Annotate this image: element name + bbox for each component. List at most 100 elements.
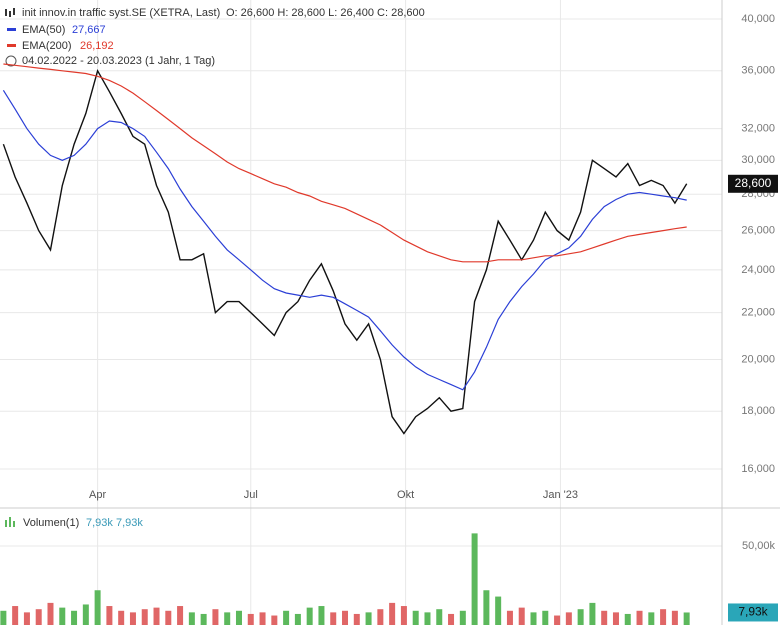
volume-bar bbox=[506, 610, 513, 625]
volume-bar bbox=[424, 612, 431, 625]
volume-bar bbox=[47, 602, 54, 625]
volume-bar bbox=[188, 612, 195, 625]
volume-bar bbox=[177, 606, 184, 625]
legend-value: 27,667 bbox=[72, 24, 106, 36]
volume-bar bbox=[353, 613, 360, 625]
volume-bar bbox=[71, 610, 78, 625]
legend-swatch bbox=[7, 28, 16, 31]
x-tick-label: Okt bbox=[397, 489, 414, 501]
volume-bar bbox=[495, 596, 502, 625]
volume-tag bbox=[728, 603, 778, 622]
volume-bar bbox=[23, 612, 30, 625]
volume-bar bbox=[106, 606, 113, 625]
volume-bar bbox=[577, 609, 584, 625]
x-tick-label: Apr bbox=[89, 489, 106, 501]
volume-bar bbox=[554, 615, 561, 625]
y-tick-label: 36,000 bbox=[741, 65, 775, 77]
volume-bar bbox=[448, 613, 455, 625]
legend-label: EMA(50) bbox=[22, 24, 65, 36]
icon bbox=[5, 9, 7, 16]
clock-icon bbox=[5, 55, 17, 67]
volume-bar bbox=[259, 612, 266, 625]
volume-bar bbox=[212, 609, 219, 625]
volume-bar bbox=[141, 609, 148, 625]
volume-bar bbox=[565, 612, 572, 625]
volume-bar bbox=[624, 613, 631, 625]
volume-bar bbox=[365, 612, 372, 625]
volume-bar bbox=[612, 612, 619, 625]
x-tick-label: Jul bbox=[244, 489, 258, 501]
volume-bar bbox=[224, 612, 231, 625]
x-tick-label: Jan '23 bbox=[543, 489, 578, 501]
y-tick-label: 40,000 bbox=[741, 13, 775, 25]
volume-bar bbox=[12, 606, 19, 625]
volume-bar bbox=[82, 604, 89, 625]
volume-bar bbox=[318, 606, 325, 625]
legend-value: 26,192 bbox=[80, 40, 114, 52]
volume-title: Volumen(1) bbox=[23, 517, 79, 529]
volume-bar bbox=[271, 615, 278, 625]
volume-bar bbox=[589, 602, 596, 625]
volume-bar bbox=[518, 607, 525, 625]
volume-bar bbox=[648, 612, 655, 625]
volume-bar bbox=[671, 610, 678, 625]
volume-bar bbox=[235, 610, 242, 625]
y-tick-label: 30,000 bbox=[741, 154, 775, 166]
y-tick-label: 26,000 bbox=[741, 225, 775, 237]
volume-bar bbox=[683, 612, 690, 625]
volume-bar bbox=[118, 610, 125, 625]
volume-bar bbox=[294, 613, 301, 625]
volume-tag-label: 7,93k bbox=[738, 605, 768, 619]
volume-bar bbox=[35, 609, 42, 625]
volume-bar bbox=[94, 590, 101, 625]
y-tick-label: 18,000 bbox=[741, 405, 775, 417]
volume-bar bbox=[306, 607, 313, 625]
y-tick-label: 20,000 bbox=[741, 353, 775, 365]
volume-bar bbox=[436, 609, 443, 625]
date-range: 04.02.2022 - 20.03.2023 (1 Jahr, 1 Tag) bbox=[22, 55, 215, 67]
icon bbox=[9, 11, 11, 17]
volume-bar bbox=[165, 610, 172, 625]
legend-label: EMA(200) bbox=[22, 40, 72, 52]
volume-bar bbox=[400, 606, 407, 625]
y-tick-label: 50,00k bbox=[742, 540, 776, 552]
price-line bbox=[3, 63, 687, 263]
y-tick-label: 16,000 bbox=[741, 463, 775, 475]
volume-bar bbox=[200, 613, 207, 625]
volume-bar bbox=[389, 602, 396, 625]
volume-values: 7,93k 7,93k bbox=[86, 517, 143, 529]
icon bbox=[9, 517, 11, 527]
volume-bar bbox=[601, 610, 608, 625]
volume-bar bbox=[471, 533, 478, 625]
price-tag bbox=[728, 174, 778, 193]
price-line bbox=[2, 68, 688, 435]
title: init innov.in traffic syst.SE (XETRA, La… bbox=[22, 7, 220, 19]
ohlc: O: 26,600 H: 28,600 L: 26,400 C: 28,600 bbox=[226, 7, 425, 19]
volume-bar bbox=[247, 613, 254, 625]
volume-bar bbox=[342, 610, 349, 625]
volume-bar bbox=[377, 609, 384, 625]
volume-bar bbox=[412, 610, 419, 625]
volume-bar bbox=[483, 590, 490, 625]
price-line bbox=[2, 89, 687, 391]
volume-bar bbox=[660, 609, 667, 625]
volume-bar bbox=[542, 610, 549, 625]
icon bbox=[5, 520, 7, 527]
volume-bar bbox=[330, 612, 337, 625]
volume-bar bbox=[283, 610, 290, 625]
volume-bar bbox=[129, 612, 136, 625]
volume-bar bbox=[530, 612, 537, 625]
volume-bar bbox=[636, 610, 643, 625]
y-tick-label: 24,000 bbox=[741, 264, 775, 276]
icon bbox=[13, 521, 15, 527]
volume-bar bbox=[459, 610, 466, 625]
volume-bar bbox=[59, 607, 66, 625]
icon bbox=[13, 8, 15, 15]
legend-swatch bbox=[7, 44, 16, 47]
volume-bar bbox=[0, 610, 7, 625]
y-tick-label: 22,000 bbox=[741, 307, 775, 319]
y-tick-label: 32,000 bbox=[741, 123, 775, 135]
price-tag-label: 28,600 bbox=[735, 176, 772, 190]
volume-bar bbox=[153, 607, 160, 625]
